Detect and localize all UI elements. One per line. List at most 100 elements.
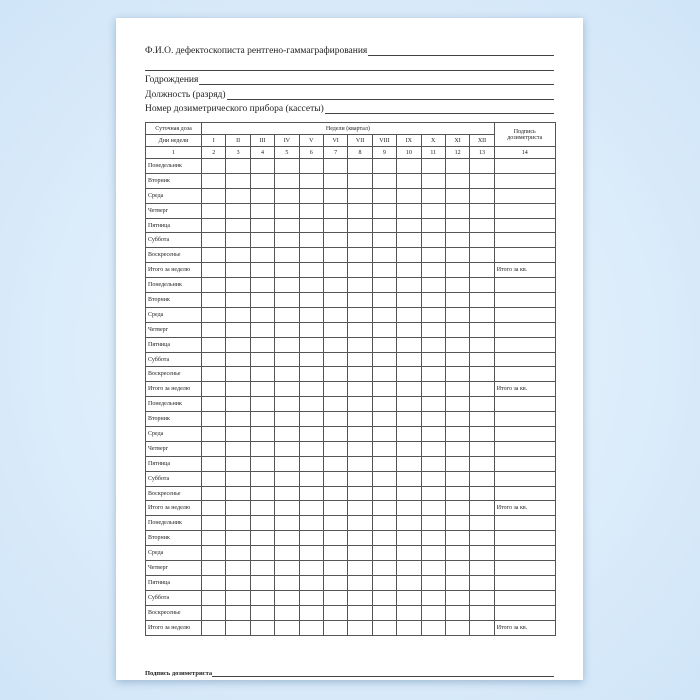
dose-cell[interactable] <box>225 574 251 591</box>
dose-cell[interactable] <box>298 426 324 442</box>
dose-cell[interactable] <box>371 396 398 413</box>
dose-cell[interactable] <box>396 366 422 383</box>
dose-cell[interactable] <box>493 366 556 383</box>
dose-cell[interactable] <box>420 202 446 219</box>
dose-cell[interactable] <box>200 530 227 547</box>
dose-cell[interactable] <box>225 292 251 308</box>
birth-line[interactable] <box>199 74 554 85</box>
dose-cell[interactable] <box>274 172 300 189</box>
dose-cell[interactable] <box>200 277 227 294</box>
dose-cell[interactable] <box>371 247 398 264</box>
dose-cell[interactable] <box>396 574 422 591</box>
dose-cell[interactable] <box>420 381 446 398</box>
dose-cell[interactable] <box>420 440 446 457</box>
dose-cell[interactable] <box>298 202 324 219</box>
dose-cell[interactable] <box>200 217 227 234</box>
dose-cell[interactable] <box>371 426 398 442</box>
dose-cell[interactable] <box>396 336 422 353</box>
dose-cell[interactable] <box>420 530 446 547</box>
dose-cell[interactable] <box>371 619 398 636</box>
dose-cell[interactable] <box>396 515 422 532</box>
dose-cell[interactable] <box>469 262 495 279</box>
dose-cell[interactable] <box>420 560 446 576</box>
dose-cell[interactable] <box>249 217 276 234</box>
dose-cell[interactable] <box>493 455 556 472</box>
dose-cell[interactable] <box>396 619 422 636</box>
dose-cell[interactable] <box>420 158 446 174</box>
dose-cell[interactable] <box>200 574 227 591</box>
dose-cell[interactable] <box>298 306 324 323</box>
dose-cell[interactable] <box>469 485 495 502</box>
dose-cell[interactable] <box>274 351 300 368</box>
dose-cell[interactable] <box>444 292 471 308</box>
dose-cell[interactable] <box>347 262 373 279</box>
dose-cell[interactable] <box>444 232 471 249</box>
dose-cell[interactable] <box>200 306 227 323</box>
dose-cell[interactable] <box>444 515 471 532</box>
dose-cell[interactable] <box>371 172 398 189</box>
dose-cell[interactable] <box>371 366 398 383</box>
dose-cell[interactable] <box>274 396 300 413</box>
dose-cell[interactable] <box>420 411 446 428</box>
dose-cell[interactable] <box>249 247 276 264</box>
dose-cell[interactable] <box>249 411 276 428</box>
dose-cell[interactable] <box>469 172 495 189</box>
dose-cell[interactable] <box>493 530 556 547</box>
dose-cell[interactable] <box>347 351 373 368</box>
dose-cell[interactable] <box>298 217 324 234</box>
dose-cell[interactable] <box>274 604 300 621</box>
dose-cell[interactable] <box>322 619 349 636</box>
dose-cell[interactable] <box>274 381 300 398</box>
dose-cell[interactable] <box>493 336 556 353</box>
dose-cell[interactable] <box>200 396 227 413</box>
dose-cell[interactable] <box>469 277 495 294</box>
dose-cell[interactable] <box>274 262 300 279</box>
dose-cell[interactable] <box>249 172 276 189</box>
dose-cell[interactable] <box>225 336 251 353</box>
dose-cell[interactable] <box>444 172 471 189</box>
dose-cell[interactable] <box>371 545 398 562</box>
dose-cell[interactable] <box>274 247 300 264</box>
dose-cell[interactable] <box>298 560 324 576</box>
dose-cell[interactable] <box>298 440 324 457</box>
dose-cell[interactable] <box>225 217 251 234</box>
dose-cell[interactable] <box>371 574 398 591</box>
dose-cell[interactable] <box>298 574 324 591</box>
dose-cell[interactable] <box>322 440 349 457</box>
dose-cell[interactable] <box>444 277 471 294</box>
dose-cell[interactable] <box>420 455 446 472</box>
dose-cell[interactable] <box>225 232 251 249</box>
dose-cell[interactable] <box>469 440 495 457</box>
fio-second-line[interactable] <box>145 59 554 71</box>
dose-cell[interactable] <box>347 470 373 487</box>
dose-cell[interactable] <box>225 306 251 323</box>
dose-cell[interactable] <box>347 455 373 472</box>
dose-cell[interactable] <box>347 158 373 174</box>
dose-cell[interactable] <box>225 604 251 621</box>
dose-cell[interactable] <box>249 515 276 532</box>
dose-cell[interactable] <box>274 202 300 219</box>
dose-cell[interactable] <box>347 202 373 219</box>
dose-cell[interactable] <box>322 574 349 591</box>
dose-cell[interactable] <box>225 530 251 547</box>
dose-cell[interactable] <box>200 426 227 442</box>
dose-cell[interactable] <box>371 351 398 368</box>
dose-cell[interactable] <box>347 574 373 591</box>
dose-cell[interactable] <box>249 589 276 606</box>
dose-cell[interactable] <box>200 202 227 219</box>
dose-cell[interactable] <box>396 560 422 576</box>
dose-cell[interactable] <box>274 530 300 547</box>
dose-cell[interactable] <box>469 455 495 472</box>
dose-cell[interactable] <box>200 262 227 279</box>
dose-cell[interactable] <box>249 277 276 294</box>
dose-cell[interactable] <box>249 470 276 487</box>
dose-cell[interactable] <box>200 470 227 487</box>
dose-cell[interactable] <box>347 426 373 442</box>
dose-cell[interactable] <box>420 262 446 279</box>
dose-cell[interactable] <box>322 604 349 621</box>
dose-cell[interactable] <box>469 619 495 636</box>
dose-cell[interactable] <box>249 351 276 368</box>
dose-cell[interactable] <box>493 292 556 308</box>
dose-cell[interactable] <box>347 232 373 249</box>
position-line[interactable] <box>226 89 554 100</box>
